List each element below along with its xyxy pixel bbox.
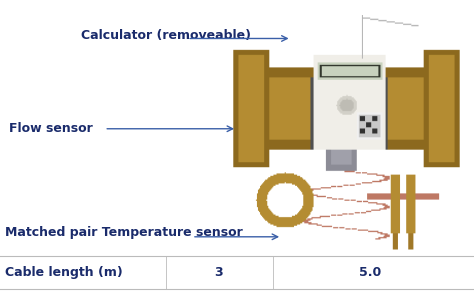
Text: Matched pair Temperature sensor: Matched pair Temperature sensor [5,226,243,239]
Text: 3: 3 [214,266,222,279]
Text: Calculator (removeable): Calculator (removeable) [81,29,251,42]
Text: Cable length (m): Cable length (m) [5,266,122,279]
Text: Flow sensor: Flow sensor [9,122,93,135]
Text: 5.0: 5.0 [359,266,381,279]
